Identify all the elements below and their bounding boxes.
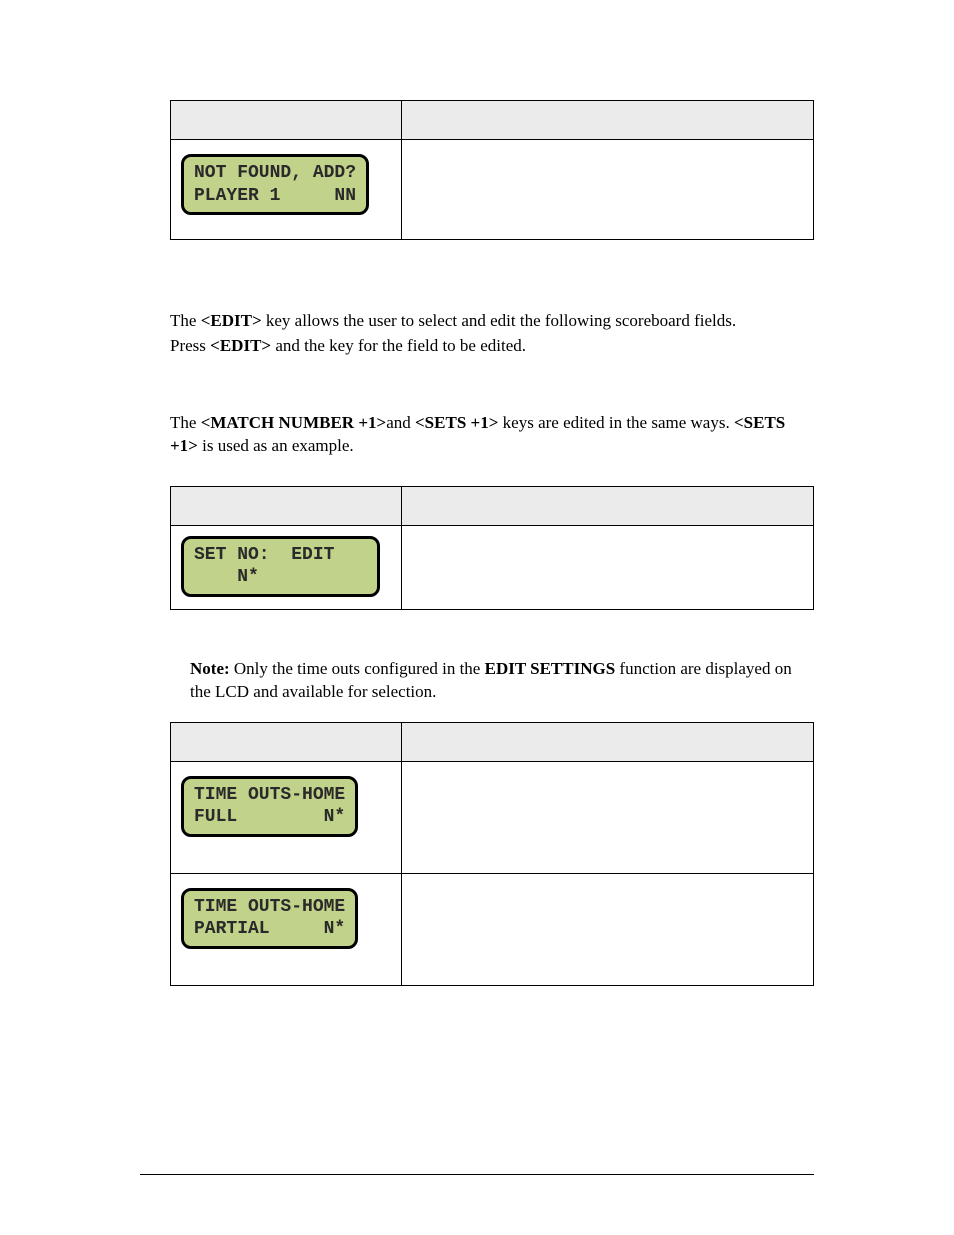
spacer xyxy=(170,610,814,658)
page: NOT FOUND, ADD? PLAYER 1 NN The <EDIT> k… xyxy=(0,0,954,1235)
table-header-right xyxy=(402,486,814,525)
text: keys are edited in the same ways. xyxy=(498,413,734,432)
spacer xyxy=(170,704,814,722)
table-header-left xyxy=(171,101,402,140)
note-label: Note: xyxy=(190,659,230,678)
spacer xyxy=(170,358,814,412)
table-set-no: SET NO: EDIT N* xyxy=(170,486,814,610)
edit-settings-label: EDIT SETTINGS xyxy=(485,659,616,678)
table-header-right xyxy=(402,722,814,761)
paragraph-note: Note: Only the time outs configured in t… xyxy=(190,658,814,704)
table-cell-empty xyxy=(402,873,814,985)
spacer xyxy=(170,458,814,486)
lcd-timeouts-full: TIME OUTS-HOME FULL N* xyxy=(181,776,358,837)
text: The xyxy=(170,311,201,330)
table-cell-empty xyxy=(402,140,814,240)
text: key allows the user to select and edit t… xyxy=(262,311,736,330)
table-timeouts: TIME OUTS-HOME FULL N* TIME OUTS-HOME PA… xyxy=(170,722,814,986)
table-cell-lcd: TIME OUTS-HOME FULL N* xyxy=(171,761,402,873)
text: Only the time outs configured in the xyxy=(230,659,485,678)
paragraph-edit-intro-1: The <EDIT> key allows the user to select… xyxy=(170,310,814,333)
footer-rule xyxy=(140,1174,814,1175)
key-sets: <SETS +1> xyxy=(415,413,498,432)
table-cell-empty xyxy=(402,525,814,609)
key-edit: <EDIT> xyxy=(201,311,262,330)
table-header-right xyxy=(402,101,814,140)
key-match-number: <MATCH NUMBER +1> xyxy=(201,413,387,432)
table-cell-empty xyxy=(402,761,814,873)
table-cell-lcd: NOT FOUND, ADD? PLAYER 1 NN xyxy=(171,140,402,240)
table-header-left xyxy=(171,486,402,525)
text: and xyxy=(386,413,415,432)
text: The xyxy=(170,413,201,432)
text: Press xyxy=(170,336,210,355)
table-cell-lcd: TIME OUTS-HOME PARTIAL N* xyxy=(171,873,402,985)
paragraph-match-sets: The <MATCH NUMBER +1>and <SETS +1> keys … xyxy=(170,412,814,458)
table-header-left xyxy=(171,722,402,761)
paragraph-edit-intro-2: Press <EDIT> and the key for the field t… xyxy=(170,335,814,358)
table-cell-lcd: SET NO: EDIT N* xyxy=(171,525,402,609)
text: is used as an example. xyxy=(202,436,354,455)
lcd-not-found: NOT FOUND, ADD? PLAYER 1 NN xyxy=(181,154,369,215)
lcd-set-no: SET NO: EDIT N* xyxy=(181,536,380,597)
spacer xyxy=(170,240,814,310)
key-edit: <EDIT> xyxy=(210,336,271,355)
text: and the key for the field to be edited. xyxy=(271,336,526,355)
table-not-found: NOT FOUND, ADD? PLAYER 1 NN xyxy=(170,100,814,240)
lcd-timeouts-partial: TIME OUTS-HOME PARTIAL N* xyxy=(181,888,358,949)
